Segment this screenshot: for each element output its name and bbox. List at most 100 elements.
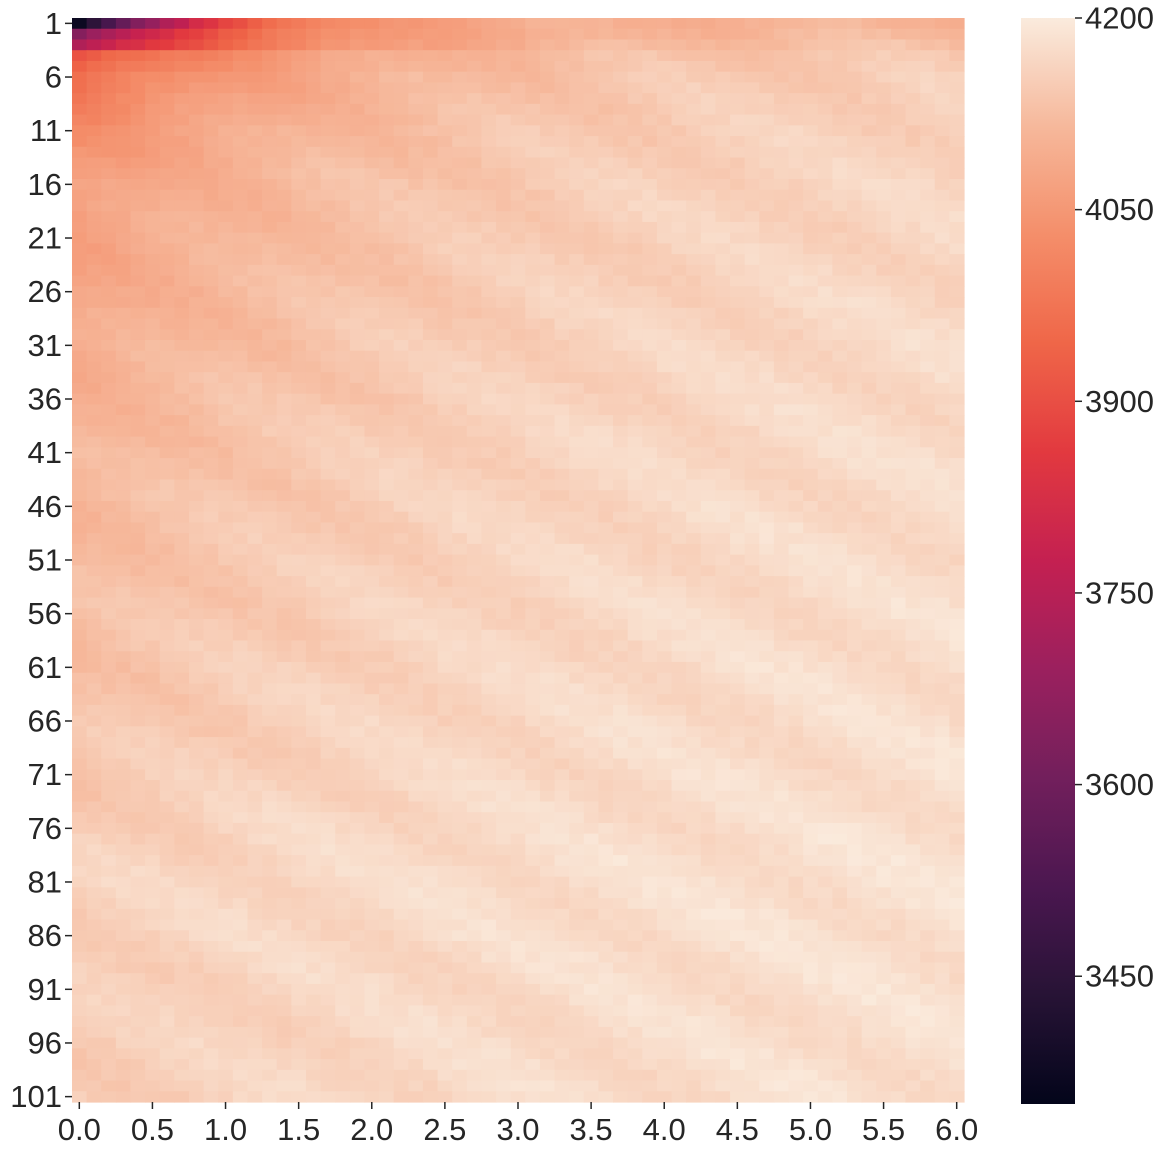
heatmap-cell: [642, 629, 658, 642]
heatmap-cell: [422, 28, 439, 41]
heatmap-cell: [949, 629, 965, 642]
heatmap-cell: [759, 264, 775, 277]
heatmap-cell: [905, 619, 921, 631]
heatmap-cell: [847, 672, 863, 685]
heatmap-cell: [539, 189, 556, 202]
heatmap-cell: [949, 254, 965, 266]
heatmap-cell: [598, 576, 614, 588]
heatmap-cell: [364, 297, 380, 309]
heatmap-cell: [730, 221, 746, 234]
heatmap-cell: [364, 565, 380, 577]
heatmap-cell: [335, 876, 351, 888]
heatmap-cell: [817, 629, 833, 642]
heatmap-cell: [700, 801, 717, 813]
heatmap-cell: [174, 619, 190, 631]
heatmap-cell: [539, 136, 556, 148]
heatmap-cell: [437, 608, 453, 620]
heatmap-cell: [496, 479, 512, 491]
heatmap-cell: [291, 232, 307, 244]
heatmap-cell: [569, 747, 585, 760]
heatmap-cell: [422, 887, 439, 899]
heatmap-cell: [145, 833, 161, 846]
heatmap-cell: [744, 275, 760, 287]
heatmap-cell: [115, 436, 132, 448]
heatmap-cell: [72, 651, 88, 663]
heatmap-cell: [188, 307, 205, 320]
heatmap-cell: [700, 60, 717, 73]
heatmap-cell: [817, 447, 833, 459]
heatmap-cell: [145, 640, 161, 652]
heatmap-cell: [642, 189, 658, 202]
heatmap-cell: [393, 533, 409, 545]
heatmap-cell: [422, 243, 439, 255]
heatmap-cell: [393, 393, 409, 405]
heatmap-cell: [349, 286, 366, 298]
heatmap-cell: [817, 737, 833, 749]
heatmap-cell: [72, 71, 88, 83]
heatmap-cell: [145, 822, 161, 835]
heatmap-cell: [569, 812, 585, 824]
heatmap-cell: [525, 254, 541, 266]
heatmap-cell: [335, 822, 351, 835]
heatmap-cell: [218, 565, 234, 577]
heatmap-cell: [232, 146, 249, 159]
heatmap-cell: [744, 221, 760, 234]
heatmap-cell: [218, 780, 234, 792]
heatmap-cell: [379, 780, 395, 792]
heatmap-cell: [613, 243, 629, 255]
heatmap-cell: [627, 168, 643, 180]
heatmap-cell: [393, 554, 409, 566]
heatmap-cell: [569, 533, 585, 545]
heatmap-cell: [437, 178, 453, 191]
heatmap-cell: [700, 286, 717, 298]
heatmap-cell: [613, 200, 629, 212]
heatmap-cell: [583, 683, 600, 695]
heatmap-cell: [905, 200, 921, 212]
heatmap-cell: [232, 726, 249, 738]
heatmap-cell: [700, 275, 717, 287]
heatmap-cell: [569, 704, 585, 717]
heatmap-cell: [174, 844, 190, 856]
heatmap-cell: [437, 887, 453, 899]
heatmap-cell: [656, 586, 673, 599]
heatmap-cell: [218, 769, 234, 781]
heatmap-cell: [393, 307, 409, 320]
heatmap-cell: [203, 833, 219, 846]
heatmap-cell: [276, 661, 292, 674]
heatmap-cell: [539, 586, 556, 599]
heatmap-cell: [115, 361, 132, 373]
heatmap-cell: [671, 479, 687, 491]
heatmap-cell: [159, 200, 175, 212]
heatmap-cell: [700, 114, 717, 126]
heatmap-cell: [174, 189, 190, 202]
heatmap-cell: [583, 715, 600, 727]
heatmap-cell: [101, 468, 117, 481]
heatmap-cell: [437, 436, 453, 448]
heatmap-cell: [847, 286, 863, 298]
heatmap-cell: [730, 511, 746, 524]
heatmap-cell: [115, 60, 132, 73]
heatmap-cell: [773, 329, 790, 341]
heatmap-cell: [481, 372, 497, 384]
heatmap-cell: [876, 726, 892, 738]
heatmap-cell: [72, 780, 88, 792]
heatmap-cell: [905, 350, 921, 363]
heatmap-cell: [466, 157, 483, 169]
heatmap-cell: [496, 801, 512, 813]
heatmap-cell: [188, 500, 205, 513]
heatmap-cell: [627, 554, 643, 566]
heatmap-cell: [203, 350, 219, 363]
heatmap-cell: [291, 393, 307, 405]
heatmap-cell: [759, 865, 775, 878]
heatmap-cell: [408, 844, 424, 856]
heatmap-cell: [583, 297, 600, 309]
heatmap-cell: [656, 812, 673, 824]
heatmap-cell: [276, 189, 292, 202]
heatmap-cell: [115, 533, 132, 545]
heatmap-cell: [598, 232, 614, 244]
heatmap-cell: [130, 726, 146, 738]
heatmap-cell: [86, 361, 102, 373]
heatmap-cell: [876, 876, 892, 888]
heatmap-cell: [803, 479, 819, 491]
heatmap-cell: [466, 608, 483, 620]
